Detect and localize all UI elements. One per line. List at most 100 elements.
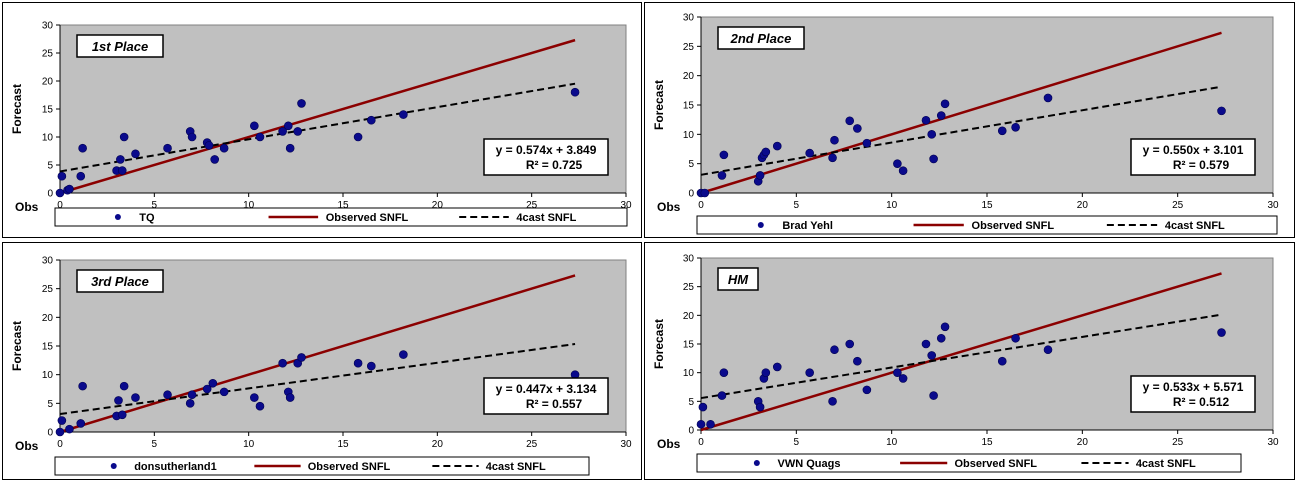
- 2nd-place-point: [936, 111, 946, 120]
- 1st-place-y-tick-label: 30: [42, 21, 54, 32]
- hm-y-tick-label: 10: [683, 368, 695, 379]
- 3rd-place-legend-label-observed-snfl: Observed SNFL: [308, 461, 391, 473]
- 3rd-place-point: [65, 424, 74, 434]
- 3rd-place-place-label: 3rd Place: [91, 274, 149, 289]
- 2nd-place-place-label-box: [717, 26, 805, 50]
- 2nd-place-point: [717, 171, 727, 180]
- 3rd-place-equation: y = 0.447x + 3.134: [496, 382, 597, 396]
- 2nd-place-y-tick-label: 5: [688, 159, 694, 170]
- 2nd-place-x-tick-label: 30: [1267, 200, 1279, 211]
- 1st-place-point: [210, 155, 220, 164]
- chart-panel-hm: 0 5 10 15 20 25 30 0 5 10 15 20 25 30 Forecast Obs HM y =…: [644, 242, 1295, 480]
- 2nd-place-point: [893, 159, 902, 168]
- hm-point: [698, 402, 708, 412]
- hm-legend-label-vwn-quags: VWN Quags: [778, 458, 841, 470]
- 2nd-place-y-tick-label: 15: [683, 101, 695, 112]
- 2nd-place-y-tick-label: 10: [683, 130, 695, 141]
- 1st-place-point: [57, 171, 67, 181]
- 3rd-place-x-tick-label: 30: [620, 439, 632, 450]
- hm-legend-label-4cast-snfl: 4cast SNFL: [1136, 458, 1196, 470]
- 3rd-place-point: [114, 396, 123, 405]
- hm-point: [1217, 328, 1226, 337]
- 1st-place-point: [278, 127, 287, 136]
- hm-x-tick-label: 25: [1172, 437, 1184, 448]
- 3rd-place-y-tick-label: 5: [47, 399, 53, 410]
- hm-y-tick-label: 0: [688, 426, 694, 437]
- 1st-place-legend-label-4cast-snfl: 4cast SNFL: [516, 212, 576, 224]
- 2nd-place-r-squared: R² = 0.579: [1173, 158, 1230, 172]
- 1st-place-point: [76, 171, 86, 181]
- 3rd-place-y-tick-label: 0: [47, 428, 53, 439]
- 3rd-place-point: [285, 393, 295, 402]
- 2nd-place-point: [921, 115, 931, 125]
- 3rd-place-x-tick-label: 10: [243, 439, 255, 450]
- 2nd-place-equation: y = 0.550x + 3.101: [1143, 143, 1244, 157]
- 1st-place-place-label: 1st Place: [92, 39, 148, 54]
- 3rd-place-legend-marker-donsutherland1: [110, 463, 117, 469]
- hm-x-tick-label: 30: [1267, 437, 1279, 448]
- 2nd-place-point: [719, 150, 729, 160]
- 2nd-place-point: [929, 154, 938, 164]
- 1st-place-line-observed-snfl: [59, 38, 576, 195]
- scatter-chart-1st-place: 0 5 10 15 20 25 30 0 5 10 15 20 25 30 Forecast Obs 1st P…: [10, 21, 632, 227]
- 3rd-place-y-axis-title: Forecast: [10, 321, 24, 371]
- scatter-chart-hm: 0 5 10 15 20 25 30 0 5 10 15 20 25 30 Forecast Obs HM y =…: [652, 254, 1279, 473]
- 2nd-place-point: [1217, 106, 1226, 116]
- 1st-place-point: [255, 132, 265, 142]
- 3rd-place-r-squared: R² = 0.557: [526, 397, 583, 411]
- hm-equation-box: [1130, 375, 1256, 413]
- hm-place-label: HM: [728, 272, 749, 287]
- 1st-place-x-tick-label: 10: [243, 200, 255, 211]
- hm-point: [805, 368, 814, 377]
- hm-x-tick-label: 15: [981, 437, 993, 448]
- 1st-place-point: [285, 143, 295, 153]
- 2nd-place-point: [940, 99, 950, 109]
- hm-legend-label-observed-snfl: Observed SNFL: [954, 458, 1037, 470]
- 3rd-place-y-tick-label: 15: [42, 342, 54, 353]
- hm-y-tick-label: 20: [683, 311, 695, 322]
- 1st-place-y-tick-label: 0: [47, 189, 53, 200]
- 1st-place-y-tick-label: 15: [42, 105, 54, 116]
- scatter-chart-3rd-place: 0 5 10 15 20 25 30 0 5 10 15 20 25 30 Forecast Obs 3rd P…: [10, 256, 632, 476]
- 3rd-place-legend: [54, 456, 590, 476]
- 3rd-place-y-tick-label: 10: [42, 370, 54, 381]
- 1st-place-y-axis-title: Forecast: [10, 84, 24, 134]
- hm-point: [828, 397, 837, 406]
- 1st-place-legend: [54, 207, 628, 227]
- 1st-place-x-tick-label: 5: [152, 200, 158, 211]
- 3rd-place-x-tick-label: 20: [432, 439, 444, 450]
- 1st-place-y-tick-label: 10: [42, 133, 54, 144]
- hm-point: [830, 345, 839, 355]
- 1st-place-point: [297, 99, 306, 108]
- 1st-place-point: [250, 121, 259, 131]
- 1st-place-point: [570, 87, 580, 97]
- hm-point: [893, 368, 902, 377]
- 1st-place-point: [163, 143, 172, 153]
- 1st-place-x-tick-label: 30: [620, 200, 632, 211]
- 2nd-place-line-observed-snfl: [700, 31, 1222, 195]
- 2nd-place-y-tick-label: 30: [683, 13, 695, 24]
- hm-point: [1043, 345, 1053, 355]
- 1st-place-point: [283, 121, 293, 131]
- 2nd-place-x-tick-label: 0: [698, 200, 704, 211]
- 3rd-place-point: [78, 381, 87, 391]
- 2nd-place-point: [700, 188, 710, 198]
- 1st-place-point: [78, 143, 87, 153]
- hm-point: [761, 368, 771, 377]
- 3rd-place-x-tick-label: 0: [57, 439, 63, 450]
- 1st-place-place-label-box: [76, 34, 164, 58]
- 1st-place-y-tick-label: 25: [42, 49, 54, 60]
- hm-legend: [696, 453, 1242, 473]
- hm-x-tick-label: 20: [1077, 437, 1089, 448]
- hm-line-observed-snfl: [700, 272, 1222, 432]
- 3rd-place-point: [353, 358, 363, 368]
- 3rd-place-point: [57, 416, 67, 425]
- hm-y-tick-label: 5: [688, 397, 694, 408]
- hm-point: [755, 402, 765, 412]
- 1st-place-equation: y = 0.574x + 3.849: [496, 143, 597, 157]
- 1st-place-x-axis-title: Obs: [15, 200, 39, 214]
- 1st-place-point: [187, 132, 197, 142]
- 3rd-place-point: [278, 358, 287, 368]
- 3rd-place-point: [297, 353, 306, 362]
- 2nd-place-legend-label-4cast-snfl: 4cast SNFL: [1165, 220, 1225, 232]
